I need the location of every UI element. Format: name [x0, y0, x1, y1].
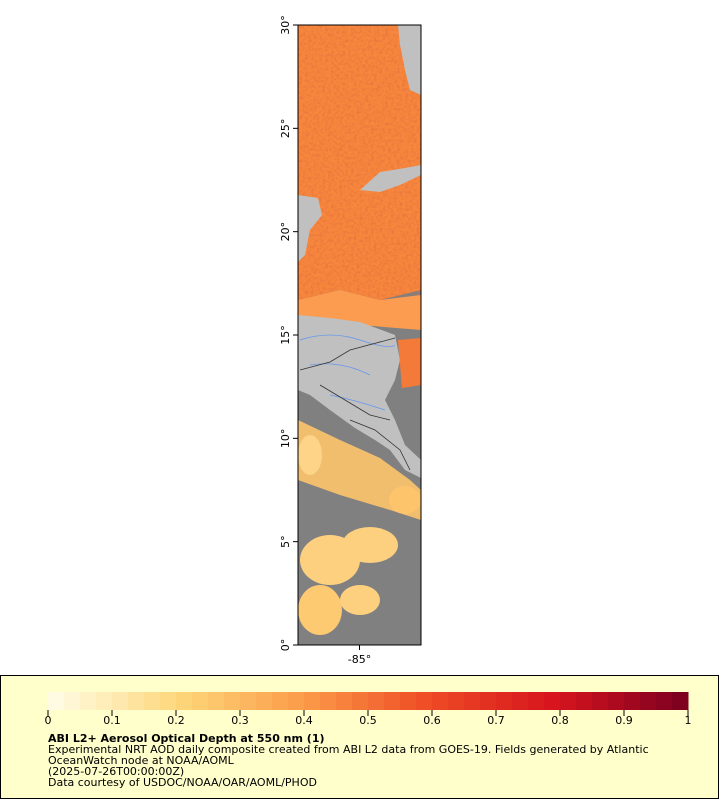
- colorbar-step: [576, 692, 593, 710]
- colorbar-step: [480, 692, 497, 710]
- colorbar-tick-label: 0.7: [487, 714, 505, 727]
- y-tick-label: 30°: [279, 15, 292, 35]
- y-tick-label: 0°: [279, 639, 292, 652]
- y-tick-label: 20°: [279, 222, 292, 242]
- colorbar-step: [272, 692, 289, 710]
- colorbar-step: [224, 692, 241, 710]
- colorbar-step: [304, 692, 321, 710]
- colorbar-step: [240, 692, 257, 710]
- colorbar-step: [96, 692, 113, 710]
- colorbar-step: [80, 692, 97, 710]
- colorbar-step: [176, 692, 193, 710]
- colorbar-step: [608, 692, 625, 710]
- colorbar-step: [464, 692, 481, 710]
- colorbar-step: [416, 692, 433, 710]
- colorbar-step: [336, 692, 353, 710]
- colorbar-step: [640, 692, 657, 710]
- colorbar-step: [656, 692, 673, 710]
- colorbar-step: [112, 692, 129, 710]
- colorbar-tick-label: 0.1: [103, 714, 121, 727]
- colorbar-step: [448, 692, 465, 710]
- colorbar-tick-label: 1: [685, 714, 692, 727]
- colorbar-step: [560, 692, 577, 710]
- map-image: [298, 25, 421, 645]
- legend-credit: Data courtesy of USDOC/NOAA/OAR/AOML/PHO…: [48, 776, 317, 789]
- colorbar-step: [208, 692, 225, 710]
- colorbar-step: [432, 692, 449, 710]
- y-tick-label: 15°: [279, 325, 292, 345]
- colorbar-step: [544, 692, 561, 710]
- colorbar-step: [144, 692, 161, 710]
- legend-time: (2025-07-26T00:00:00Z): [48, 765, 184, 778]
- colorbar-step: [384, 692, 401, 710]
- colorbar-tick-label: 0: [45, 714, 52, 727]
- colorbar-tick-label: 0.4: [295, 714, 313, 727]
- colorbar-tick-label: 0.5: [359, 714, 377, 727]
- legend-title: ABI L2+ Aerosol Optical Depth at 550 nm …: [48, 732, 325, 745]
- colorbar-step: [672, 692, 689, 710]
- colorbar-step: [128, 692, 145, 710]
- colorbar-step: [400, 692, 417, 710]
- colorbar-step: [320, 692, 337, 710]
- colorbar-step: [528, 692, 545, 710]
- colorbar-step: [368, 692, 385, 710]
- colorbar-tick-label: 0.2: [167, 714, 185, 727]
- y-tick-label: 10°: [279, 429, 292, 449]
- y-tick-label: 5°: [279, 535, 292, 548]
- y-tick-label: 25°: [279, 119, 292, 139]
- colorbar-step: [624, 692, 641, 710]
- legend-description: OceanWatch node at NOAA/AOML: [48, 754, 235, 767]
- colorbar-step: [160, 692, 177, 710]
- colorbar-step: [496, 692, 513, 710]
- colorbar-step: [512, 692, 529, 710]
- colorbar-step: [192, 692, 209, 710]
- colorbar-step: [352, 692, 369, 710]
- colorbar-tick-label: 0.9: [615, 714, 633, 727]
- legend-description: Experimental NRT AOD daily composite cre…: [48, 743, 649, 756]
- colorbar-step: [256, 692, 273, 710]
- colorbar-tick-label: 0.8: [551, 714, 569, 727]
- colorbar-step: [288, 692, 305, 710]
- colorbar-step: [592, 692, 609, 710]
- colorbar-step: [64, 692, 81, 710]
- colorbar-tick-label: 0.6: [423, 714, 441, 727]
- colorbar-tick-label: 0.3: [231, 714, 249, 727]
- x-tick-label: -85°: [348, 653, 371, 666]
- colorbar-step: [48, 692, 65, 710]
